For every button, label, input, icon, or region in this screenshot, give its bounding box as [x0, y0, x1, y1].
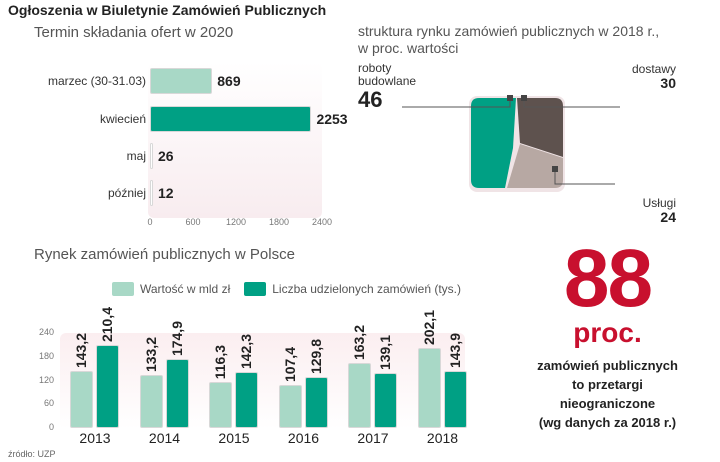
bar	[443, 371, 467, 428]
category-label: później	[107, 186, 146, 200]
value-label: 116,3	[212, 344, 228, 379]
marker	[521, 95, 527, 101]
value-label: 133,2	[142, 337, 159, 373]
marker	[507, 95, 513, 101]
pie-chart	[402, 95, 620, 192]
highlight-line: nieograniczone	[559, 396, 656, 411]
bar	[417, 348, 441, 428]
bar	[209, 381, 232, 428]
category-label: marzec (30-31.03)	[47, 74, 146, 88]
pie-label-dostawy: dostawy 30	[632, 62, 676, 90]
pie-label-uslugi: Usługi 24	[643, 196, 676, 224]
leader-line	[554, 168, 615, 185]
value-label: 2253	[316, 111, 348, 127]
bar	[348, 363, 371, 428]
label-line: roboty	[358, 61, 392, 75]
pie-value-uslugi: 24	[660, 209, 676, 225]
pie-title: struktura rynku zamówień publicznych w 2…	[358, 23, 660, 39]
highlight-number: 88	[563, 233, 653, 324]
bar	[374, 372, 397, 428]
bar	[150, 68, 213, 94]
x-tick-label: 2400	[311, 217, 333, 227]
bar	[150, 143, 153, 169]
label-line: Usługi	[642, 196, 676, 210]
bar	[150, 180, 153, 206]
year-label: 2013	[79, 430, 111, 446]
category-label: kwiecień	[99, 112, 146, 126]
y-tick-label: 240	[38, 327, 54, 337]
value-label: 143,2	[73, 333, 89, 369]
bar	[278, 385, 302, 428]
pie-slice-dostawy	[517, 98, 563, 157]
value-label: 142,3	[238, 333, 254, 369]
pie-label-roboty: roboty budowlane 46	[358, 62, 416, 112]
bar	[165, 358, 189, 428]
pie-value-dostawy: 30	[660, 75, 676, 91]
value-label: 210,4	[99, 306, 115, 342]
legend-label: Wartość w mld zł	[140, 282, 231, 296]
y-tick-label: 120	[38, 374, 54, 385]
value-label: 202,1	[420, 309, 437, 346]
vbar-plot-area	[60, 333, 465, 429]
value-label: 143,9	[446, 333, 463, 369]
y-tick-label: 180	[38, 350, 54, 361]
year-label: 2016	[287, 430, 320, 446]
category-label: maj	[126, 149, 146, 163]
value-label: 12	[158, 185, 174, 201]
year-label: 2018	[426, 430, 459, 446]
value-label: 26	[158, 148, 174, 164]
main-title: Ogłoszenia w Biuletynie Zamówień Publicz…	[8, 2, 327, 18]
year-label: 2015	[218, 430, 250, 446]
value-label: 139,1	[377, 334, 393, 370]
bar	[139, 375, 163, 428]
source: źródło: UZP	[8, 449, 56, 459]
legend-label: Liczba udzielonych zamówień (tys.)	[272, 282, 461, 296]
bar	[235, 371, 258, 428]
bar	[304, 376, 328, 428]
legend: Wartość w mld zł Liczba udzielonych zamó…	[112, 282, 461, 296]
highlight-line: zamówień publicznych	[537, 358, 678, 373]
y-tick-label: 0	[48, 422, 54, 432]
bar	[70, 371, 93, 428]
bar	[150, 106, 312, 132]
bar	[96, 344, 119, 428]
hbar-title: Termin składania ofert w 2020	[34, 24, 234, 41]
highlight-line: (wg danych za 2018 r.)	[538, 415, 677, 430]
legend-swatch-count	[244, 282, 267, 296]
highlight-text: zamówień publicznych to przetargi nieogr…	[520, 356, 695, 432]
x-tick-label: 600	[185, 217, 201, 227]
x-tick-label: 0	[147, 217, 153, 227]
vbar-title: Rynek zamówień publicznych w Polsce	[34, 246, 295, 263]
year-label: 2014	[148, 430, 181, 446]
pie-slice-roboty	[471, 98, 516, 188]
value-label: 107,4	[281, 347, 298, 383]
x-tick-label: 1800	[268, 217, 290, 227]
label-line: budowlane	[358, 74, 417, 88]
label-line: dostawy	[631, 62, 676, 76]
legend-swatch-value	[112, 282, 134, 296]
value-label: 174,9	[168, 320, 185, 356]
x-tick-label: 1200	[225, 217, 247, 227]
highlight-unit: proc.	[573, 317, 642, 348]
pie-value-roboty: 46	[358, 87, 383, 112]
pie-slice-uslugi	[507, 144, 563, 188]
value-label: 163,2	[351, 325, 367, 361]
highlight-line: to przetargi	[572, 377, 643, 392]
pie-subtitle: w proc. wartości	[358, 40, 459, 56]
y-tick-label: 60	[43, 398, 54, 409]
year-label: 2017	[357, 430, 389, 446]
value-label: 129,8	[307, 338, 324, 374]
marker	[552, 166, 558, 172]
value-label: 869	[217, 73, 241, 89]
